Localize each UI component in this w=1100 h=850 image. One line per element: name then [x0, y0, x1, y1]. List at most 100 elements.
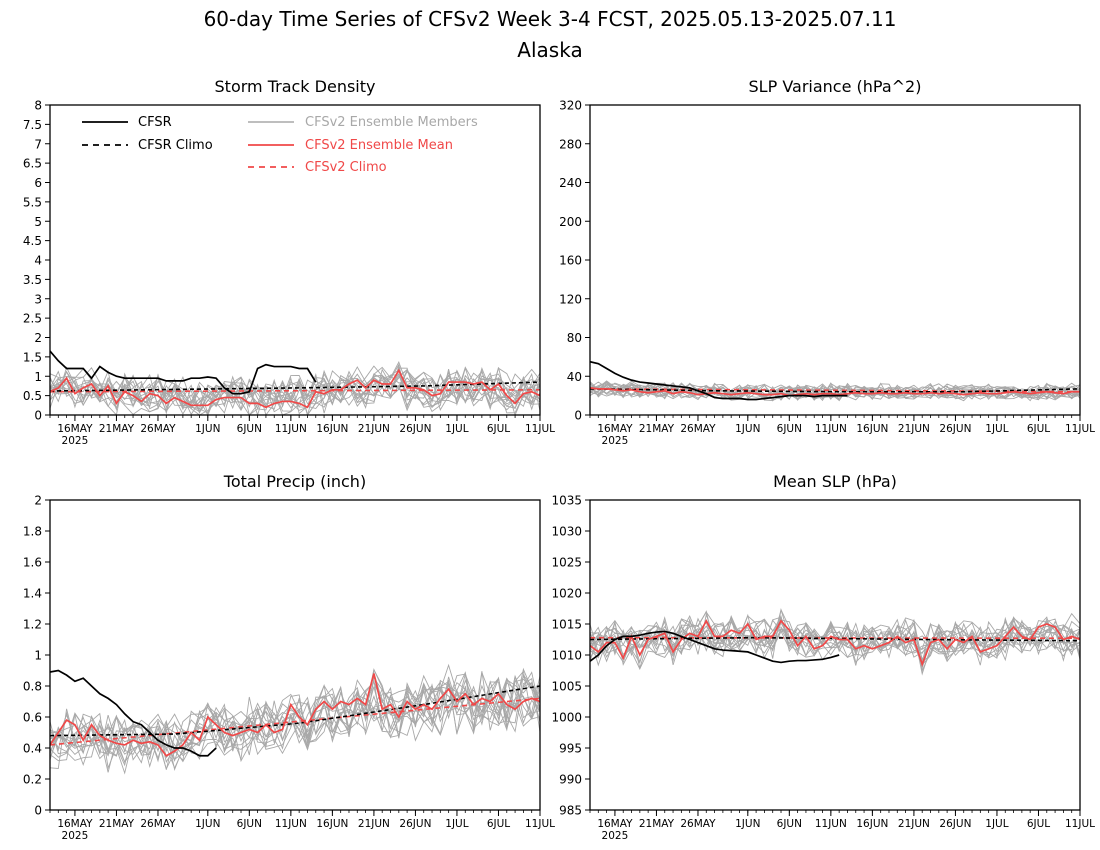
series-ensemble-member-14 [50, 367, 540, 415]
x-tick-label: 26MAY [680, 423, 716, 435]
y-tick-label: 1030 [551, 525, 582, 539]
y-tick-label: 1 [34, 370, 42, 384]
x-tick-year-label: 2025 [602, 435, 629, 447]
x-tick-label: 1JUL [445, 818, 468, 830]
series-ensemble-member-11 [50, 679, 540, 770]
legend-label-cfsr-climo: CFSR Climo [138, 138, 213, 153]
y-tick-label: 1.8 [23, 525, 42, 539]
x-tick-label: 11JUN [275, 423, 307, 435]
mean-slp-chart: Mean SLP (hPa) 985 990 995 1000 1005 1010 1015… [551, 472, 1095, 842]
x-tick-year-label: 2025 [62, 830, 89, 842]
series-ensemble-member-15 [50, 676, 540, 775]
series-ensemble-member-5 [50, 671, 540, 771]
x-tick-label: 11JUL [1065, 423, 1095, 435]
series-ensemble-member-9 [590, 624, 1080, 670]
x-tick-label: 6JUL [487, 423, 510, 435]
y-tick-label: 2 [34, 331, 42, 345]
y-tick-label: 2 [34, 494, 42, 508]
panel-title: Storm Track Density [215, 77, 376, 96]
y-tick-label: 240 [559, 176, 582, 190]
x-tick-label: 11JUN [815, 423, 847, 435]
x-tick-label: 26MAY [140, 423, 176, 435]
y-tick-label: 1.2 [23, 618, 42, 632]
x-tick-label: 1JUN [735, 818, 760, 830]
y-tick-label: 1005 [551, 680, 582, 694]
series-ensemble-member-14 [50, 681, 540, 760]
series-ensemble-member-16 [50, 369, 540, 415]
series-cfsr-climo [50, 685, 540, 737]
x-tick-year-label: 2025 [62, 435, 89, 447]
y-tick-label: 1015 [551, 618, 582, 632]
y-tick-label: 1 [34, 649, 42, 663]
series-ensemble-member-9 [590, 382, 1080, 400]
y-tick-label: 4.5 [23, 234, 42, 248]
y-tick-label: 7.5 [23, 118, 42, 132]
legend-label-members: CFSv2 Ensemble Members [305, 115, 478, 130]
y-tick-label: 985 [559, 804, 582, 818]
y-tick-label: 2.5 [23, 312, 42, 326]
x-tick-label: 1JUN [735, 423, 760, 435]
y-tick-label: 0.5 [23, 389, 42, 403]
series-cfsv2-ensemble-mean [50, 673, 540, 757]
y-tick-label: 4 [34, 254, 42, 268]
x-tick-label: 16JUN [856, 818, 888, 830]
x-tick-label: 16JUN [316, 423, 348, 435]
legend-label-mean: CFSv2 Ensemble Mean [305, 138, 453, 153]
plot-area [590, 360, 1080, 402]
y-tick-label: 0.8 [23, 680, 42, 694]
figure-subtitle: Alaska [517, 38, 582, 62]
panel-title: Mean SLP (hPa) [773, 472, 897, 491]
legend-label-climo: CFSv2 Climo [305, 160, 387, 175]
x-tick-label: 6JUL [487, 818, 510, 830]
y-tick-label: 120 [559, 292, 582, 306]
plot-frame [589, 104, 1081, 416]
panel-title: Total Precip (inch) [223, 472, 366, 491]
x-tick-label: 6JUN [237, 818, 262, 830]
y-tick-label: 8 [34, 99, 42, 113]
x-tick-label: 16JUN [856, 423, 888, 435]
y-tick-label: 3.5 [23, 273, 42, 287]
x-tick-label: 26JUN [939, 423, 971, 435]
y-tick-label: 1035 [551, 494, 582, 508]
x-tick-label: 26JUN [939, 818, 971, 830]
panel-title: SLP Variance (hPa^2) [749, 77, 922, 96]
y-tick-label: 6 [34, 176, 42, 190]
x-tick-label: 6JUN [237, 423, 262, 435]
series-cfsr [590, 630, 840, 664]
storm-track-density-chart: Storm Track Density 0 0.5 1 1.5 2 2.5 3 3.5 4 4.5… [23, 77, 555, 447]
x-tick-label: 6JUL [1027, 423, 1050, 435]
x-tick-label: 6JUN [777, 818, 802, 830]
x-tick-label: 26MAY [680, 818, 716, 830]
series-cfsr [50, 350, 317, 395]
series-ensemble-member-10 [50, 677, 540, 758]
plot-area [590, 608, 1080, 676]
series-cfsv2-climo [50, 697, 540, 746]
y-tick-label: 1025 [551, 556, 582, 570]
y-tick-label: 1.5 [23, 350, 42, 364]
legend-label-cfsr: CFSR [138, 115, 172, 130]
series-cfsr [590, 360, 848, 401]
y-tick-label: 5.5 [23, 195, 42, 209]
x-tick-label: 16MAY [597, 423, 633, 435]
y-tick-label: 6.5 [23, 157, 42, 171]
x-tick-label: 1JUL [985, 818, 1008, 830]
x-tick-label: 21MAY [639, 818, 675, 830]
series-cfsv2-ensemble-mean [590, 387, 1080, 397]
series-ensemble-member-1 [50, 673, 540, 770]
y-tick-label: 7 [34, 137, 42, 151]
x-tick-label: 21JUN [898, 818, 930, 830]
y-tick-label: 5 [34, 215, 42, 229]
y-tick-label: 0.6 [23, 711, 42, 725]
series-ensemble-member-15 [590, 608, 1080, 664]
series-ensemble-member-16 [590, 382, 1080, 402]
plot-frame [49, 499, 541, 811]
series-ensemble-member-13 [50, 675, 540, 762]
slp-variance-chart: SLP Variance (hPa^2) 0 40 80 120 160 200 240 28… [559, 77, 1095, 447]
x-tick-label: 1JUN [195, 818, 220, 830]
x-tick-label: 21JUN [358, 423, 390, 435]
x-tick-label: 11JUL [525, 818, 555, 830]
x-tick-label: 1JUN [195, 423, 220, 435]
x-tick-label: 6JUL [1027, 818, 1050, 830]
y-tick-label: 1.4 [23, 587, 42, 601]
